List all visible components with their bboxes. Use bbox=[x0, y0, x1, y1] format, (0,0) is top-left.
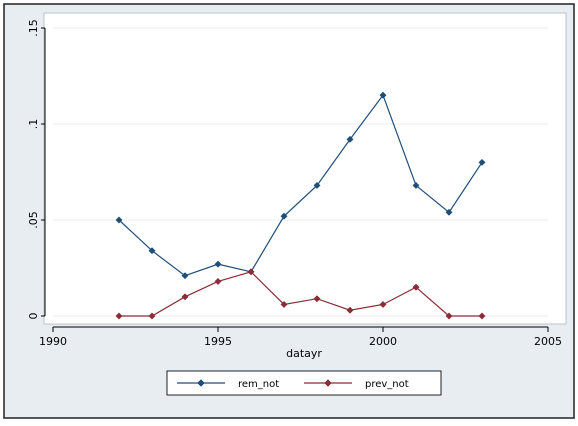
data-point-prev-not-2003 bbox=[478, 312, 486, 320]
data-point-rem-not-1999 bbox=[346, 135, 354, 143]
data-point-prev-not-1995 bbox=[214, 277, 222, 285]
data-point-prev-not-2002 bbox=[445, 312, 453, 320]
data-point-prev-not-1999 bbox=[346, 306, 354, 314]
y-tick-label: 0 bbox=[27, 313, 40, 320]
data-point-rem-not-1997 bbox=[280, 212, 288, 220]
legend-label-prev-not: prev_not bbox=[365, 379, 409, 390]
data-point-rem-not-1994 bbox=[181, 272, 189, 280]
data-point-rem-not-2001 bbox=[412, 181, 420, 189]
x-tick-label: 1990 bbox=[39, 335, 67, 348]
x-tick-label: 1995 bbox=[204, 335, 232, 348]
data-point-prev-not-1998 bbox=[313, 295, 321, 303]
legend-label-rem-not: rem_not bbox=[238, 379, 279, 390]
series-line-prev-not bbox=[119, 271, 482, 317]
legend-marker-rem-not bbox=[197, 379, 205, 387]
data-point-prev-not-1996 bbox=[247, 268, 255, 276]
data-point-rem-not-1995 bbox=[214, 260, 222, 268]
data-point-prev-not-1997 bbox=[280, 300, 288, 309]
data-point-prev-not-2001 bbox=[412, 283, 420, 291]
data-point-rem-not-2003 bbox=[478, 158, 486, 166]
y-tick-label: .15 bbox=[27, 19, 40, 37]
legend-marker-prev-not bbox=[324, 379, 332, 387]
series-line-rem-not bbox=[118, 93, 483, 277]
data-point-rem-not-1992 bbox=[115, 216, 123, 224]
y-tick-label: .1 bbox=[27, 119, 40, 130]
x-axis-label: datayr bbox=[286, 347, 322, 360]
data-point-rem-not-2002 bbox=[445, 208, 453, 216]
series-layer bbox=[115, 91, 486, 320]
data-point-prev-not-1993 bbox=[148, 312, 156, 320]
plot-area bbox=[43, 12, 567, 325]
data-point-rem-not-1993 bbox=[148, 247, 156, 255]
data-point-prev-not-2000 bbox=[379, 300, 387, 309]
x-tick-label: 2005 bbox=[534, 335, 562, 348]
y-tick-label: .05 bbox=[27, 211, 40, 229]
legend: rem_not prev_not bbox=[166, 370, 442, 396]
x-tick-label: 2000 bbox=[369, 335, 397, 348]
tick-labels: 0 .05 .1 .15 1990 1995 2000 2005 bbox=[27, 19, 562, 348]
data-point-prev-not-1992 bbox=[115, 312, 123, 320]
axes bbox=[41, 27, 549, 332]
data-point-rem-not-1998 bbox=[313, 181, 321, 189]
data-point-prev-not-1994 bbox=[181, 293, 189, 301]
data-point-rem-not-2000 bbox=[379, 91, 387, 99]
